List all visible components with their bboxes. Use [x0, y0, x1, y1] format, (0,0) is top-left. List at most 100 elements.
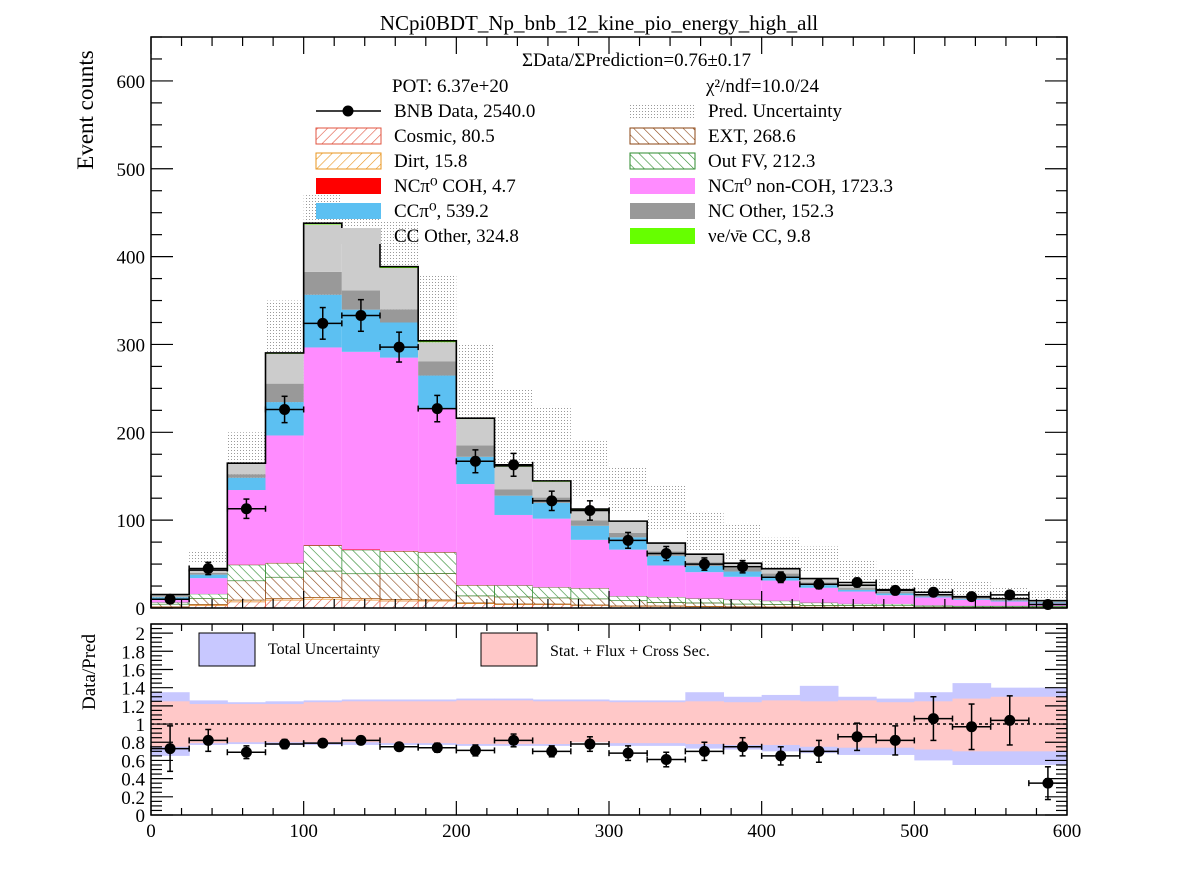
bar-series3-bin5: [341, 549, 381, 575]
bar-series7-bin6: [380, 309, 419, 323]
ratio-band1-bin14: [685, 701, 724, 745]
uncertainty-bin-10: [532, 405, 571, 481]
bar-series2-bin6: [379, 573, 419, 600]
bar-series2-bin3: [265, 576, 304, 599]
legend-label-left-4: CCπ⁰, 539.2: [394, 201, 489, 222]
legend-entry-right-5: νe/ν̄e CC, 9.8: [630, 226, 811, 247]
uncertainty-bin-13: [647, 485, 686, 529]
ratio-ytick-label-3: 0.6: [121, 751, 145, 772]
ratio-xtick-label-6: 600: [1053, 821, 1082, 842]
bar-series0-bin4: [303, 598, 343, 609]
bar-series7-bin9: [494, 489, 533, 496]
legend-label-left-2: Dirt, 15.8: [394, 151, 467, 172]
bar-series5-bin9: [494, 514, 533, 586]
main-ytick-label-2: 200: [117, 423, 146, 444]
bar-series3-bin9: [494, 585, 533, 598]
bar-series3-bin13: [646, 596, 686, 603]
legend-entry-left-3: NCπ⁰ COH, 4.7: [316, 176, 516, 197]
bar-series3-bin22: [990, 605, 1030, 608]
bar-series3-bin7: [417, 552, 457, 574]
bar-series5-bin11: [570, 539, 609, 589]
ratio-legend-entry-1: Stat. + Flux + Cross Sec.: [480, 632, 710, 667]
data-point-12: [608, 531, 648, 550]
legend-label-right-3: NCπ⁰ non-COH, 1723.3: [708, 176, 893, 197]
ratio-xtick-label-0: 0: [146, 821, 156, 842]
bar-series6-bin1: [189, 574, 228, 579]
ratio-ytick-label-7: 1.4: [121, 679, 145, 700]
ratio-point-14: [684, 741, 725, 762]
legend-entry-left-1: Cosmic, 80.5: [315, 126, 495, 147]
bar-series8-bin7: [418, 342, 457, 362]
bar-series2-bin11: [570, 598, 610, 606]
bar-series2-bin5: [341, 573, 381, 599]
chi2-text: χ²/ndf=10.0/24: [705, 76, 819, 97]
bar-series2-bin1: [188, 598, 228, 605]
bar-series2-bin8: [456, 595, 495, 604]
bar-series2-bin4: [303, 570, 343, 598]
bar-series4-bin4: [303, 545, 342, 546]
bar-series3-bin12: [608, 596, 648, 602]
uncertainty-bin-14: [685, 511, 724, 551]
bar-series3-bin2: [227, 564, 266, 582]
ratio-ytick-label-1: 0.2: [121, 788, 145, 809]
bar-series5-bin21: [952, 599, 991, 606]
uncertainty-bin-18: [838, 559, 877, 582]
ratio-point-8: [455, 744, 496, 757]
data-points-layer: [150, 298, 1068, 610]
data-prediction-ratio-text: ΣData/ΣPrediction=0.76±0.17: [522, 50, 751, 71]
bar-series0-bin5: [341, 599, 381, 609]
ratio-ytick-label-2: 0.4: [121, 770, 145, 791]
ratio-xtick-label-2: 200: [442, 821, 471, 842]
data-point-21: [951, 591, 992, 603]
bar-series3-bin1: [188, 593, 228, 599]
ratio-point-12: [608, 745, 648, 762]
main-x-axis: [150, 37, 1068, 608]
ratio-ytick-label-4: 0.8: [121, 733, 145, 754]
bar-series5-bin4: [303, 347, 342, 546]
ratio-point-11: [570, 736, 610, 753]
ratio-x-axis: 0 100 200 300 400 500 600: [146, 624, 1081, 842]
legend-label-left-3: NCπ⁰ COH, 4.7: [394, 176, 516, 197]
bar-series5-bin19: [876, 595, 915, 604]
main-ytick-label-1: 100: [117, 511, 146, 532]
bar-series3-bin16: [761, 600, 801, 605]
bar-series5-bin22: [990, 601, 1029, 606]
bar-series7-bin4: [303, 271, 342, 295]
legend-label-right-4: NC Other, 152.3: [708, 201, 834, 222]
legend-entry-right-1: EXT, 268.6: [629, 126, 796, 147]
legend-label-right-2: Out FV, 212.3: [708, 151, 815, 172]
uncertainty-bin-19: [876, 568, 915, 591]
bar-series5-bin8: [456, 484, 495, 586]
legend-entry-left-0: BNB Data, 2540.0: [316, 101, 535, 122]
bar-series2-bin10: [532, 597, 572, 605]
bar-series3-bin3: [265, 562, 304, 578]
bar-series8-bin12: [609, 521, 648, 533]
bar-series5-bin1: [189, 578, 228, 594]
bar-series6-bin15: [723, 571, 762, 577]
main-y-axis-label: Event counts: [73, 50, 98, 169]
main-ytick-label-5: 500: [117, 160, 146, 181]
legend-label-left-1: Cosmic, 80.5: [394, 126, 495, 147]
ratio-point-4: [302, 737, 343, 749]
data-point-18: [837, 577, 877, 589]
ratio-point-6: [379, 741, 419, 753]
ratio-point-13: [646, 751, 687, 768]
annotations: ΣData/ΣPrediction=0.76±0.17 POT: 6.37e+2…: [392, 50, 819, 97]
ratio-band1-bin16: [761, 700, 801, 745]
bar-series6-bin18: [838, 589, 877, 592]
ratio-band1-bin3: [265, 704, 305, 743]
ratio-band1-bin2: [227, 704, 266, 743]
ratio-band1-bin6: [380, 701, 419, 744]
ratio-xtick-label-5: 500: [900, 821, 929, 842]
ratio-point-16: [760, 746, 801, 766]
data-point-11: [570, 500, 610, 521]
bar-series3-bin6: [379, 551, 419, 574]
bar-series0-bin6: [379, 600, 419, 609]
legend-entry-right-3: NCπ⁰ non-COH, 1723.3: [630, 176, 893, 197]
ratio-band1-bin12: [609, 702, 648, 744]
legend-entry-right-2: Out FV, 212.3: [629, 151, 815, 172]
bar-series7-bin7: [418, 361, 457, 376]
bar-series5-bin14: [685, 572, 724, 599]
bar-series2-bin14: [685, 602, 724, 607]
